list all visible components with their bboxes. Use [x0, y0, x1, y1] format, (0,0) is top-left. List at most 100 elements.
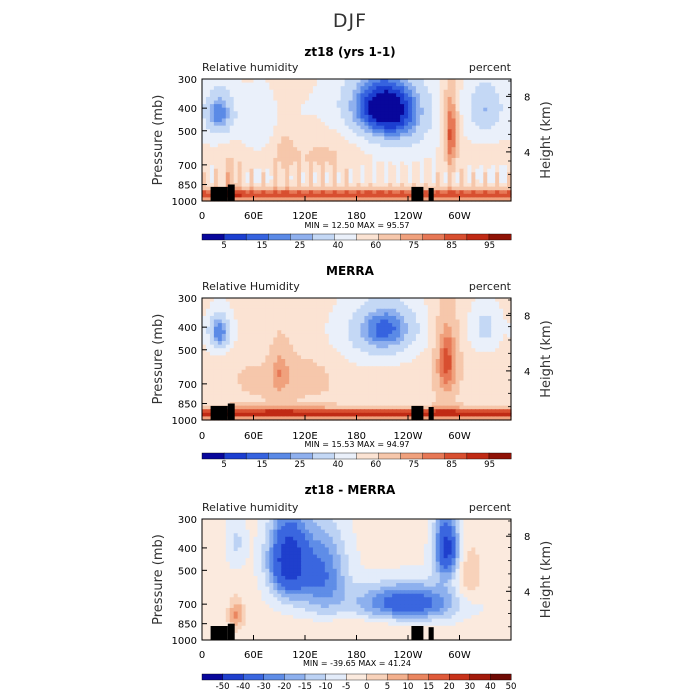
field-cell	[408, 165, 413, 170]
field-cell	[483, 89, 488, 94]
field-cell	[249, 140, 255, 145]
field-cell	[443, 373, 449, 378]
field-cell	[301, 369, 306, 374]
field-cell	[447, 168, 453, 173]
field-cell	[475, 333, 480, 339]
field-cell	[368, 344, 373, 349]
field-cell	[249, 172, 255, 177]
field-cell	[463, 183, 469, 188]
field-cell	[503, 308, 508, 313]
field-cell	[400, 369, 405, 374]
field-cell	[455, 384, 461, 389]
field-cell	[237, 391, 243, 396]
field-cell	[245, 355, 251, 360]
field-cell	[376, 104, 381, 109]
field-cell	[483, 136, 488, 141]
field-cell	[495, 161, 500, 166]
field-cell	[380, 369, 385, 374]
field-cell	[217, 337, 223, 342]
field-cell	[400, 355, 405, 360]
field-cell	[281, 312, 286, 317]
field-cell	[483, 125, 488, 130]
field-cell	[320, 111, 326, 116]
field-cell	[213, 384, 219, 389]
field-cell	[392, 100, 397, 105]
field-cell	[241, 82, 247, 87]
field-cell	[237, 305, 243, 310]
field-cell	[404, 337, 409, 342]
field-cell	[253, 79, 259, 84]
field-cell	[344, 362, 350, 367]
field-cell	[455, 355, 461, 360]
field-cell	[447, 175, 453, 181]
field-cell	[376, 168, 381, 173]
field-cell	[217, 132, 223, 138]
field-cell	[431, 132, 437, 138]
field-cell	[328, 333, 334, 339]
field-cell	[281, 333, 286, 339]
field-cell	[427, 362, 433, 367]
field-cell	[435, 183, 441, 188]
field-cell	[447, 369, 453, 374]
colorbar-swatch	[245, 233, 269, 241]
field-cell	[301, 132, 306, 138]
field-cell	[364, 175, 369, 181]
field-cell	[443, 362, 449, 367]
field-cell	[348, 373, 354, 378]
field-cell	[455, 93, 461, 98]
field-cell	[202, 143, 207, 148]
field-cell	[229, 362, 235, 367]
field-cell	[205, 298, 211, 303]
field-cell	[205, 402, 211, 407]
field-cell	[443, 104, 449, 109]
field-cell	[273, 301, 278, 306]
field-cell	[324, 165, 330, 170]
field-cell	[289, 132, 294, 138]
field-cell	[427, 351, 433, 357]
field-cell	[340, 305, 346, 310]
field-cell	[340, 348, 346, 353]
field-cell	[312, 172, 318, 177]
field-cell	[364, 150, 369, 155]
field-cell	[221, 315, 227, 321]
field-cell	[205, 376, 211, 382]
field-cell	[495, 337, 500, 342]
field-cell	[411, 362, 417, 367]
field-cell	[364, 355, 369, 360]
field-cell	[308, 129, 314, 134]
field-cell	[348, 150, 354, 155]
field-cell	[380, 197, 385, 202]
field-cell	[328, 157, 334, 163]
field-cell	[257, 79, 263, 84]
field-cell	[364, 362, 369, 367]
field-cell	[265, 179, 270, 184]
field-cell	[265, 359, 270, 364]
field-cell	[408, 344, 413, 349]
field-cell	[301, 125, 306, 130]
field-cell	[253, 298, 259, 303]
field-cell	[455, 172, 461, 177]
field-cell	[320, 369, 326, 374]
field-cell	[400, 344, 405, 349]
field-cell	[261, 387, 266, 392]
field-cell	[435, 337, 441, 342]
field-cell	[202, 129, 207, 134]
field-cell	[443, 79, 449, 84]
field-cell	[463, 140, 469, 145]
field-cell	[213, 150, 219, 155]
field-cell	[376, 369, 381, 374]
field-cell	[423, 157, 429, 163]
field-cell	[419, 391, 425, 396]
field-cell	[209, 305, 215, 310]
field-cell	[245, 114, 251, 120]
field-cell	[308, 165, 314, 170]
field-cell	[459, 161, 465, 166]
field-cell	[376, 362, 381, 367]
field-cell	[404, 348, 409, 353]
field-cell	[376, 111, 381, 116]
field-cell	[253, 351, 259, 357]
field-cell	[221, 150, 227, 155]
field-cell	[400, 380, 405, 385]
field-cell	[356, 301, 362, 306]
field-cell	[396, 150, 401, 155]
